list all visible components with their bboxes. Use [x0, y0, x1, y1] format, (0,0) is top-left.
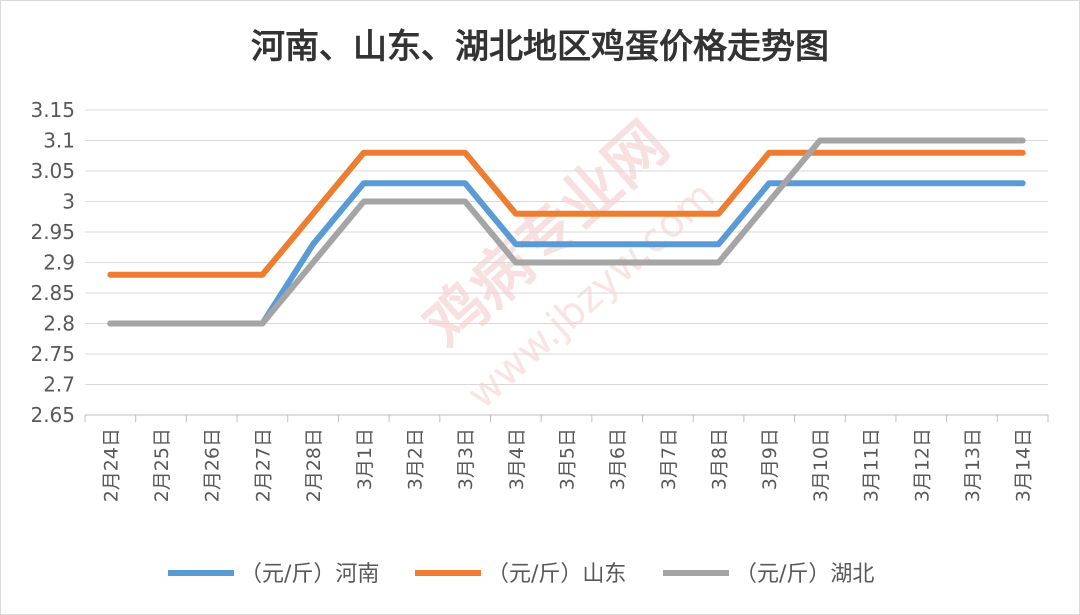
y-tick-label: 2.8 — [43, 312, 75, 336]
y-tick-label: 2.65 — [30, 403, 75, 427]
x-tick-label: 2月24日 — [100, 428, 122, 502]
x-tick-label: 2月25日 — [151, 428, 173, 502]
legend-label: （元/斤）河南 — [240, 562, 379, 587]
x-tick-label: 3月4日 — [506, 428, 528, 490]
x-tick-label: 3月8日 — [709, 428, 731, 490]
x-tick-label: 3月10日 — [810, 428, 832, 502]
y-tick-label: 3.15 — [30, 98, 75, 122]
y-tick-label: 2.85 — [30, 281, 75, 305]
x-tick-label: 2月26日 — [202, 428, 224, 502]
y-tick-label: 2.9 — [43, 251, 75, 275]
y-tick-label: 2.95 — [30, 220, 75, 244]
y-tick-label: 2.7 — [43, 373, 75, 397]
x-tick-label: 3月1日 — [354, 428, 376, 490]
x-tick-label: 3月7日 — [658, 428, 680, 490]
x-tick-label: 2月27日 — [252, 428, 274, 502]
legend-label: （元/斤）山东 — [487, 562, 626, 587]
y-tick-label: 3.05 — [30, 159, 75, 183]
legend-label: （元/斤）湖北 — [735, 562, 874, 587]
x-tick-label: 3月9日 — [759, 428, 781, 490]
y-tick-label: 2.75 — [30, 342, 75, 366]
x-tick-label: 3月14日 — [1013, 428, 1035, 502]
x-tick-label: 3月11日 — [861, 428, 883, 502]
series-line-2 — [107, 137, 1026, 327]
x-tick-label: 3月6日 — [607, 428, 629, 490]
y-tick-label: 3 — [62, 190, 75, 214]
x-tick-label: 3月12日 — [911, 428, 933, 502]
x-tick-label: 3月2日 — [404, 428, 426, 490]
x-tick-label: 3月3日 — [455, 428, 477, 490]
y-tick-label: 3.1 — [43, 129, 75, 153]
x-tick-label: 3月5日 — [557, 428, 579, 490]
series-line-1 — [107, 149, 1026, 278]
x-tick-label: 3月13日 — [962, 428, 984, 502]
x-tick-label: 2月28日 — [303, 428, 325, 502]
chart-title: 河南、山东、湖北地区鸡蛋价格走势图 — [251, 27, 829, 67]
